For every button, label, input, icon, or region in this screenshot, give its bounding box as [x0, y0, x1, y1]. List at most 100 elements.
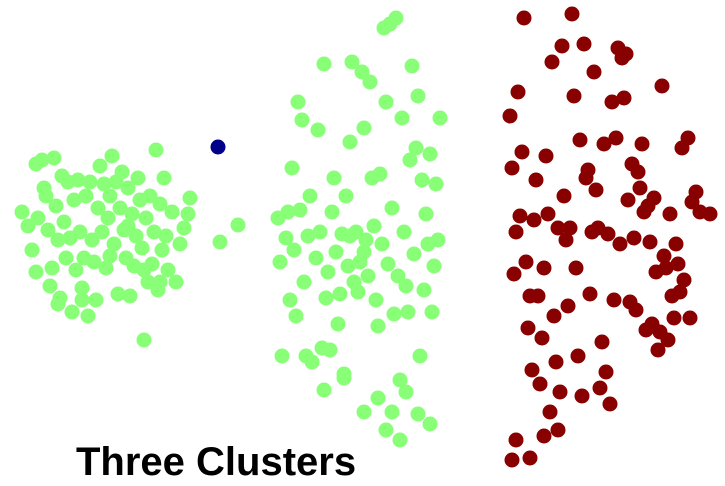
data-point: [522, 450, 538, 466]
data-point: [356, 244, 372, 260]
data-point: [520, 320, 536, 336]
data-point: [380, 256, 396, 272]
data-point: [422, 416, 438, 432]
data-point: [526, 212, 542, 228]
data-point: [160, 262, 176, 278]
chart-title: Three Clusters: [76, 440, 357, 484]
data-point: [400, 304, 416, 320]
data-point: [524, 362, 540, 378]
data-point: [78, 188, 94, 204]
data-point: [556, 188, 572, 204]
data-point: [688, 184, 704, 200]
data-point: [608, 130, 624, 146]
data-point: [384, 200, 400, 216]
data-point: [210, 139, 226, 155]
data-point: [70, 172, 86, 188]
data-point: [280, 204, 296, 220]
data-point: [284, 160, 300, 176]
data-point: [658, 260, 674, 276]
data-point: [552, 384, 568, 400]
data-point: [392, 432, 408, 448]
data-point: [680, 130, 696, 146]
data-point: [370, 390, 386, 406]
data-point: [574, 388, 590, 404]
data-point: [538, 148, 554, 164]
data-point: [318, 290, 334, 306]
data-point: [512, 208, 528, 224]
data-point: [360, 268, 376, 284]
data-point: [106, 236, 122, 252]
data-point: [600, 226, 616, 242]
data-point: [98, 260, 114, 276]
data-point: [134, 240, 150, 256]
data-point: [120, 180, 136, 196]
data-point: [336, 370, 352, 386]
data-point: [182, 190, 198, 206]
data-point: [702, 206, 718, 222]
data-point: [506, 266, 522, 282]
data-point: [606, 292, 622, 308]
data-point: [24, 242, 40, 258]
data-point: [324, 204, 340, 220]
data-point: [414, 172, 430, 188]
data-point: [398, 384, 414, 400]
data-point: [94, 224, 110, 240]
data-point: [372, 166, 388, 182]
data-point: [378, 94, 394, 110]
data-point: [566, 88, 582, 104]
data-point: [430, 232, 446, 248]
data-point: [592, 380, 608, 396]
data-point: [386, 306, 402, 322]
data-point: [550, 220, 566, 236]
data-point: [294, 112, 310, 128]
data-point: [662, 206, 678, 222]
data-point: [38, 188, 54, 204]
data-point: [332, 286, 348, 302]
data-point: [406, 246, 422, 262]
data-point: [650, 342, 666, 358]
data-point: [362, 74, 378, 90]
data-point: [542, 404, 558, 420]
data-point: [660, 332, 676, 348]
data-point: [230, 217, 246, 233]
data-point: [90, 200, 106, 216]
data-point: [548, 354, 564, 370]
data-point: [102, 188, 118, 204]
data-point: [114, 164, 130, 180]
data-point: [654, 78, 670, 94]
data-point: [596, 136, 612, 152]
data-point: [286, 242, 302, 258]
data-point: [136, 332, 152, 348]
data-point: [136, 262, 152, 278]
data-point: [128, 228, 144, 244]
data-point: [676, 272, 692, 288]
data-point: [42, 278, 58, 294]
data-point: [68, 262, 84, 278]
data-point: [152, 196, 168, 212]
data-point: [528, 172, 544, 188]
data-point: [546, 308, 562, 324]
data-point: [418, 206, 434, 222]
data-point: [100, 210, 116, 226]
data-point: [666, 310, 682, 326]
data-point: [518, 254, 534, 270]
data-point: [272, 254, 288, 270]
data-point: [374, 236, 390, 252]
data-point: [368, 292, 384, 308]
data-point: [28, 156, 44, 172]
data-point: [320, 264, 336, 280]
data-point: [670, 256, 686, 272]
data-point: [672, 284, 688, 300]
data-point: [504, 452, 520, 468]
data-point: [378, 422, 394, 438]
data-point: [340, 258, 356, 274]
data-point: [110, 286, 126, 302]
data-point: [292, 202, 308, 218]
data-point: [80, 308, 96, 324]
data-point: [168, 274, 184, 290]
data-point: [356, 404, 372, 420]
data-point: [668, 236, 684, 252]
data-point: [158, 228, 174, 244]
data-point: [504, 160, 520, 176]
data-point: [536, 260, 552, 276]
